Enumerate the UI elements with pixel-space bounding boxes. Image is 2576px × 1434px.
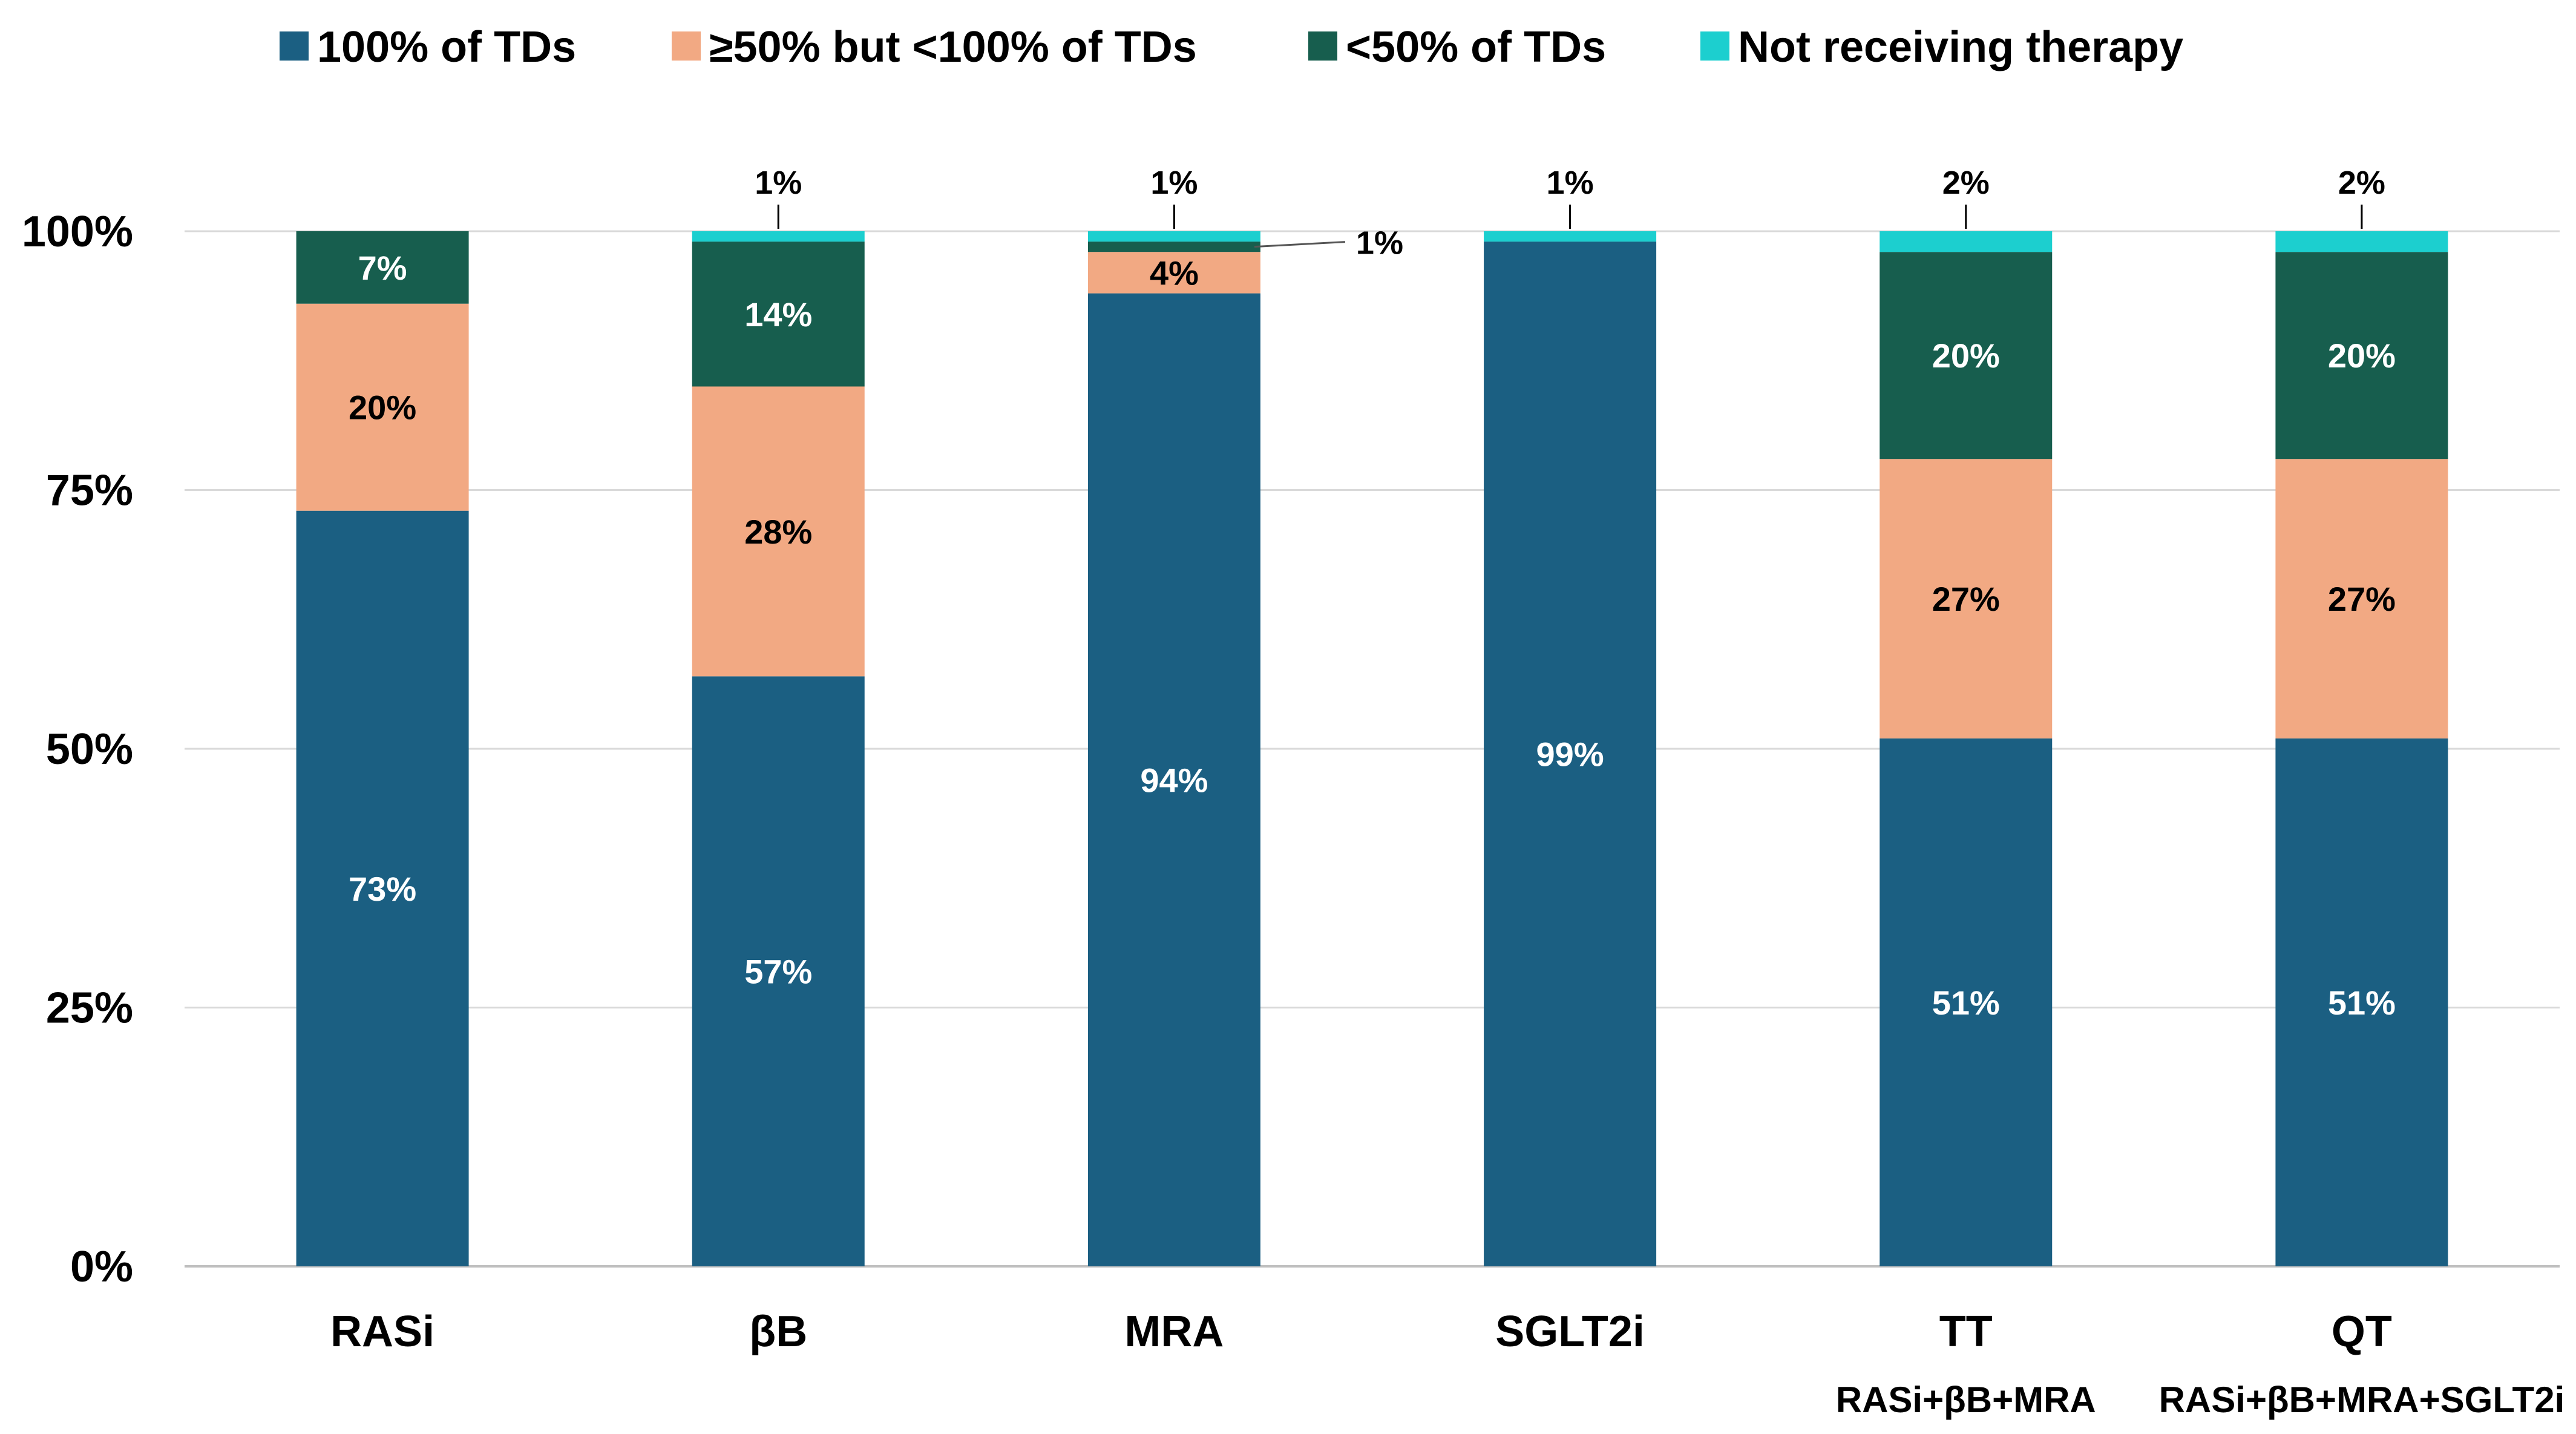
bar-qt-100-of-tds bbox=[2275, 738, 2448, 1266]
data-label-rasi-50-but-100-of-tds: 20% bbox=[349, 389, 416, 427]
segment-labels: 73% 20% 7% 57% 28% 14% 94% 4% 99% 51% 27% 20% 51% 27%… bbox=[349, 249, 2396, 1022]
legend-swatch-50-of-tds bbox=[1308, 31, 1337, 61]
data-label-rasi-100-of-tds: 73% bbox=[349, 870, 416, 908]
data-label-tt-100-of-tds: 51% bbox=[1932, 984, 2000, 1022]
callouts: 1% 1% 1% 1% 2% 2% bbox=[755, 165, 2385, 261]
bar-b-not-receiving-therapy bbox=[692, 231, 865, 242]
bar-b-50-but-100-of-tds bbox=[692, 386, 865, 677]
data-label-rasi-50-of-tds: 7% bbox=[358, 249, 407, 287]
bar-b-50-of-tds bbox=[692, 242, 865, 387]
x-tick-sublabel-qt: RASi+βB+MRA+SGLT2i bbox=[2159, 1380, 2565, 1420]
data-label-tt-50-but-100-of-tds: 27% bbox=[1932, 580, 2000, 618]
callout-leader-mra-50-of-tds bbox=[1254, 241, 1345, 248]
y-tick-label-75: 75% bbox=[46, 467, 133, 515]
data-label-qt-100-of-tds: 51% bbox=[2328, 984, 2396, 1022]
y-tick-label-50: 50% bbox=[46, 725, 133, 774]
data-label-b-100-of-tds: 57% bbox=[744, 953, 812, 991]
bar-rasi-100-of-tds bbox=[296, 510, 469, 1267]
bar-mra-100-of-tds bbox=[1087, 293, 1260, 1267]
bar-mra-not-receiving-therapy bbox=[1087, 231, 1260, 242]
bar-qt-50-of-tds bbox=[2275, 252, 2448, 459]
bar-rasi-50-of-tds bbox=[296, 231, 469, 304]
bar-qt-50-but-100-of-tds bbox=[2275, 459, 2448, 738]
legend-swatch-50-but-100-of-tds bbox=[672, 31, 701, 61]
data-label-mra-100-of-tds: 94% bbox=[1140, 761, 1208, 799]
data-label-mra-50-but-100-of-tds: 4% bbox=[1150, 254, 1199, 292]
legend: 100% of TDs ≥50% but <100% of TDs <50% of … bbox=[280, 23, 2183, 71]
bar-b-100-of-tds bbox=[692, 676, 865, 1266]
bar-rasi-50-but-100-of-tds bbox=[296, 303, 469, 511]
y-axis: 0% 25% 50% 75% 100% bbox=[22, 208, 133, 1291]
x-tick-label-tt: TT bbox=[1939, 1307, 1993, 1356]
data-label-tt-50-of-tds: 20% bbox=[1932, 337, 2000, 375]
data-label-sglt2i-100-of-tds: 99% bbox=[1536, 735, 1604, 774]
y-tick-label-0: 0% bbox=[70, 1243, 133, 1291]
bar-mra-50-but-100-of-tds bbox=[1087, 252, 1260, 294]
legend-label-50-of-tds: <50% of TDs bbox=[1346, 23, 1606, 71]
callout-label-mra-not-receiving-therapy: 1% bbox=[1150, 165, 1198, 201]
callout-label-tt-not-receiving-therapy: 2% bbox=[1942, 165, 1990, 201]
bar-sglt2i-100-of-tds bbox=[1484, 242, 1657, 1267]
legend-swatch-100-of-tds bbox=[280, 31, 309, 61]
bar-tt-100-of-tds bbox=[1880, 738, 2053, 1266]
callout-label-b-not-receiving-therapy: 1% bbox=[755, 165, 802, 201]
bars bbox=[296, 231, 2448, 1267]
data-label-qt-50-of-tds: 20% bbox=[2328, 337, 2396, 375]
gridlines bbox=[185, 230, 2560, 1268]
bar-tt-50-but-100-of-tds bbox=[1880, 459, 2053, 738]
callout-label-sglt2i-not-receiving-therapy: 1% bbox=[1547, 165, 1594, 201]
legend-label-50-but-100-of-tds: ≥50% but <100% of TDs bbox=[709, 23, 1197, 71]
callout-label-mra-50-of-tds: 1% bbox=[1356, 225, 1403, 261]
data-label-b-50-of-tds: 14% bbox=[744, 295, 812, 334]
x-tick-label-sglt2i: SGLT2i bbox=[1495, 1307, 1645, 1356]
bar-qt-not-receiving-therapy bbox=[2275, 231, 2448, 252]
x-tick-label-rasi: RASi bbox=[330, 1307, 434, 1356]
bar-tt-not-receiving-therapy bbox=[1880, 231, 2053, 252]
data-label-qt-50-but-100-of-tds: 27% bbox=[2328, 580, 2396, 618]
legend-label-not-receiving-therapy: Not receiving therapy bbox=[1738, 23, 2183, 71]
legend-swatch-not-receiving-therapy bbox=[1700, 31, 1729, 61]
x-tick-label-qt: QT bbox=[2332, 1307, 2392, 1356]
bar-mra-50-of-tds bbox=[1087, 242, 1260, 252]
data-label-b-50-but-100-of-tds: 28% bbox=[744, 513, 812, 551]
bar-sglt2i-not-receiving-therapy bbox=[1484, 231, 1657, 242]
bar-tt-50-of-tds bbox=[1880, 252, 2053, 459]
legend-label-100-of-tds: 100% of TDs bbox=[317, 23, 576, 71]
x-tick-label-mra: MRA bbox=[1124, 1307, 1224, 1356]
x-axis: RASi βB MRA SGLT2i TT RASi+βB+MRA QT RASi+βB+MR… bbox=[330, 1307, 2565, 1420]
callout-label-qt-not-receiving-therapy: 2% bbox=[2338, 165, 2385, 201]
y-tick-label-25: 25% bbox=[46, 984, 133, 1033]
x-tick-sublabel-tt: RASi+βB+MRA bbox=[1836, 1380, 2096, 1420]
y-tick-label-100: 100% bbox=[22, 208, 133, 256]
x-tick-label-b: βB bbox=[749, 1307, 807, 1356]
